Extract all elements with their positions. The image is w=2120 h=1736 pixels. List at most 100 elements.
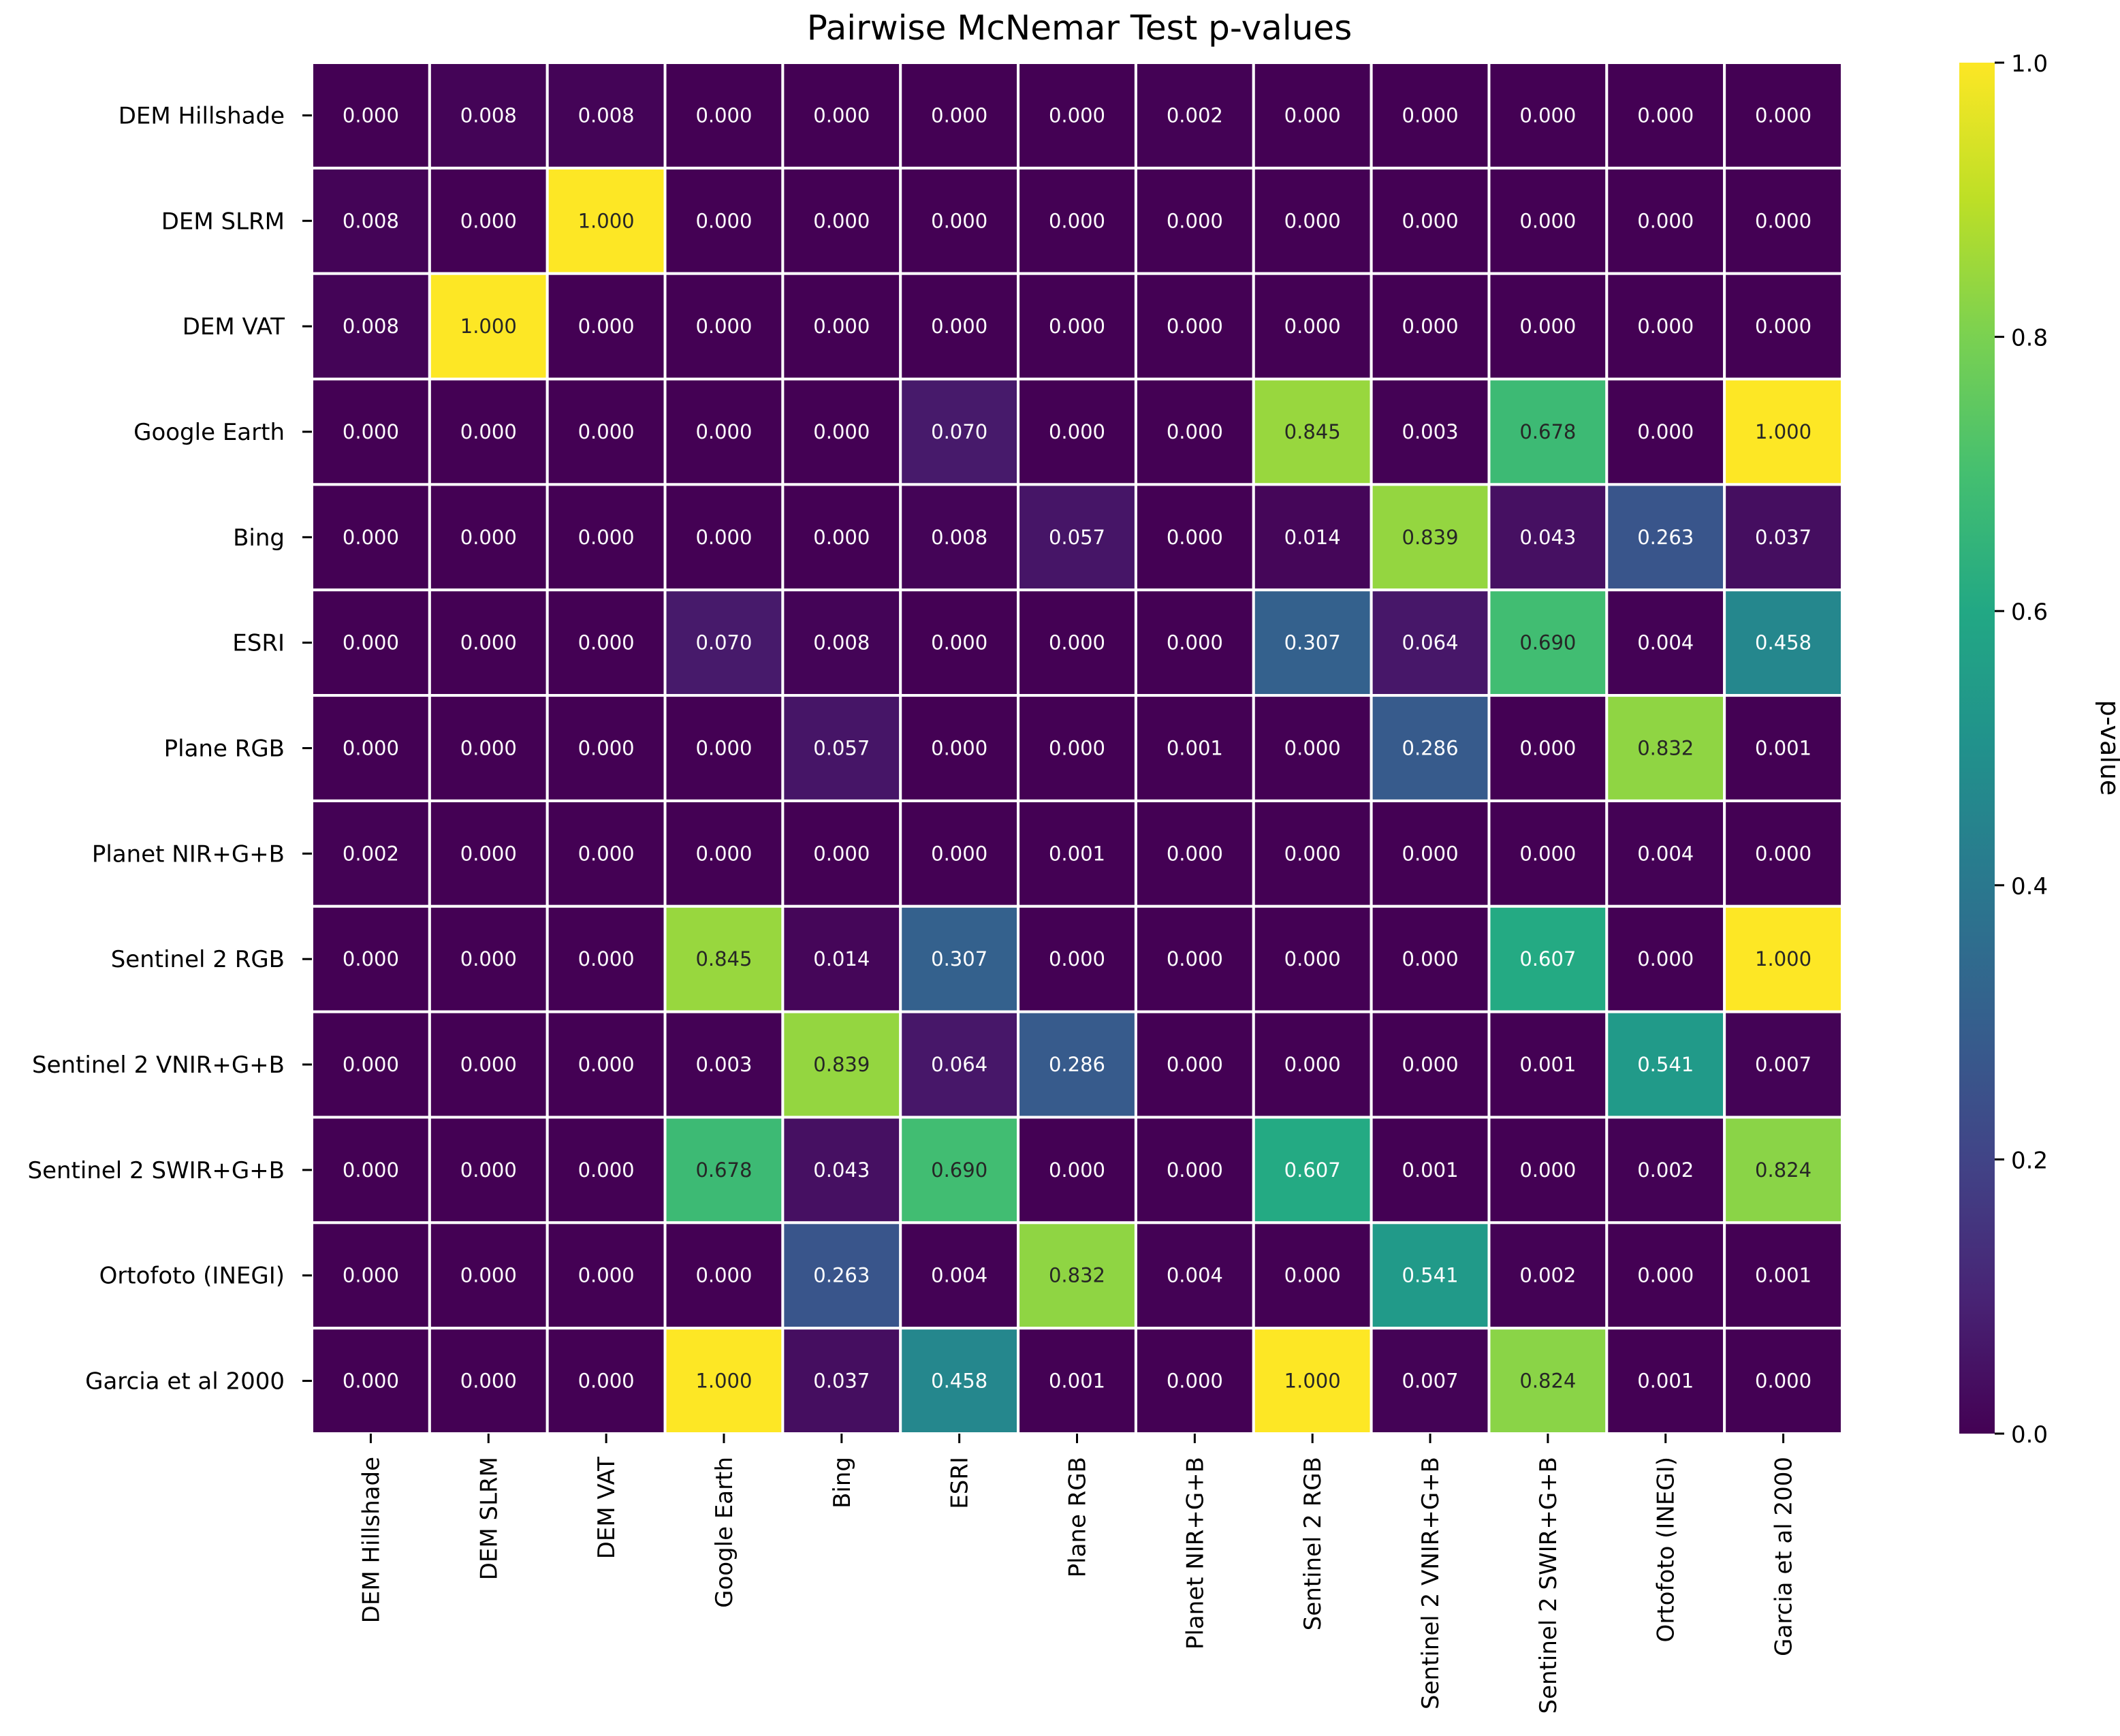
cell-value-label: 0.307 (931, 947, 987, 970)
cell-value-label: 0.008 (343, 315, 399, 338)
cell-value-label: 0.000 (460, 842, 517, 865)
heatmap-cell (781, 166, 902, 275)
heatmap-cell (545, 904, 667, 1013)
cell-value-label: 0.002 (343, 842, 399, 865)
cell-value-label: 0.000 (813, 420, 870, 443)
heatmap-cell (1252, 694, 1373, 802)
cell-value-label: 0.832 (1637, 737, 1694, 760)
heatmap-cell (1605, 61, 1726, 170)
cell-value-label: 0.007 (1402, 1370, 1459, 1393)
cell-value-label: 0.000 (460, 1264, 517, 1287)
heatmap-cell (1605, 1116, 1726, 1225)
cell-value-label: 1.000 (460, 315, 517, 338)
cell-value-label: 0.000 (1167, 947, 1223, 970)
cell-value-label: 1.000 (1755, 947, 1812, 970)
cell-value-label: 0.824 (1755, 1158, 1812, 1182)
heatmap-cell (545, 588, 667, 697)
cell-value-label: 0.000 (813, 209, 870, 232)
cell-value-label: 0.000 (1167, 631, 1223, 654)
heatmap-cell (899, 799, 1020, 908)
x-tick-label: Sentinel 2 SWIR+G+B (1535, 1457, 1562, 1714)
y-tick-label: Plane RGB (164, 736, 285, 763)
cell-value-label: 0.008 (931, 526, 987, 549)
cell-value-label: 0.286 (1049, 1053, 1105, 1076)
cell-value-label: 0.000 (695, 104, 752, 127)
cell-value-label: 0.000 (343, 1158, 399, 1182)
cell-value-label: 0.000 (578, 842, 635, 865)
cell-value-label: 0.000 (1284, 842, 1341, 865)
cell-value-label: 0.000 (1519, 104, 1576, 127)
heatmap-cell (1605, 799, 1726, 908)
heatmap-cell (1723, 483, 1844, 592)
heatmap-cell (899, 694, 1020, 802)
heatmap-cell (1605, 588, 1726, 697)
cell-value-label: 0.000 (813, 104, 870, 127)
heatmap-cell (428, 588, 549, 697)
heatmap-cell (1370, 588, 1491, 697)
y-tick-label: DEM VAT (183, 313, 285, 341)
cell-value-label: 1.000 (1755, 420, 1812, 443)
heatmap-cell (1017, 166, 1137, 275)
heatmap-cell (663, 1327, 785, 1435)
cell-value-label: 0.000 (343, 526, 399, 549)
cell-value-label: 1.000 (1284, 1370, 1341, 1393)
x-tick-label: Plane RGB (1064, 1457, 1092, 1577)
cell-value-label: 0.000 (695, 737, 752, 760)
heatmap-cell (1723, 377, 1844, 486)
colorbar-tick-label: 0.2 (2011, 1147, 2048, 1174)
heatmap-cell (1134, 904, 1255, 1013)
heatmap-cells (311, 61, 1844, 1435)
cell-value-label: 0.000 (1402, 315, 1459, 338)
cell-value-label: 0.000 (460, 631, 517, 654)
cell-value-label: 0.000 (1167, 842, 1223, 865)
cell-value-label: 0.003 (1402, 420, 1459, 443)
cell-value-label: 0.000 (695, 209, 752, 232)
cell-value-label: 0.845 (1284, 420, 1341, 443)
heatmap-cell (311, 166, 431, 275)
cell-value-label: 0.839 (1402, 526, 1459, 549)
colorbar-tick-label: 0.8 (2011, 325, 2048, 352)
heatmap-cell (663, 1221, 785, 1330)
heatmap-cell (1605, 483, 1726, 592)
y-tick-label: Sentinel 2 SWIR+G+B (28, 1157, 285, 1184)
cell-value-label: 0.000 (1049, 315, 1105, 338)
y-tick-label: Sentinel 2 VNIR+G+B (32, 1052, 285, 1079)
cell-value-label: 0.000 (1637, 209, 1694, 232)
cell-value-label: 0.000 (578, 631, 635, 654)
heatmap-cell (1134, 799, 1255, 908)
chart-title: Pairwise McNemar Test p-values (807, 8, 1352, 48)
heatmap-cell (899, 904, 1020, 1013)
cell-value-label: 0.000 (460, 526, 517, 549)
cell-value-label: 0.004 (1637, 842, 1694, 865)
cell-value-label: 0.000 (1637, 947, 1694, 970)
y-tick-label: Bing (233, 524, 285, 552)
heatmap-cell (1370, 694, 1491, 802)
heatmap-cell-labels: 0.000 0.008 0.008 0.000 0.000 0.000 0.000 0.002… (343, 104, 1812, 1392)
heatmap-cell (899, 1010, 1020, 1119)
heatmap-cell (1723, 1116, 1844, 1225)
cell-value-label: 0.263 (1637, 526, 1694, 549)
heatmap-cell (1370, 1010, 1491, 1119)
cell-value-label: 0.000 (1284, 1264, 1341, 1287)
cell-value-label: 0.000 (1519, 1158, 1576, 1182)
heatmap-cell (1487, 1010, 1609, 1119)
cell-value-label: 0.064 (1402, 631, 1459, 654)
cell-value-label: 0.000 (1167, 1053, 1223, 1076)
cell-value-label: 0.000 (460, 1053, 517, 1076)
cell-value-label: 0.000 (578, 1370, 635, 1393)
cell-value-label: 0.000 (695, 1264, 752, 1287)
heatmap-cell (1487, 694, 1609, 802)
cell-value-label: 0.000 (931, 631, 987, 654)
cell-value-label: 0.845 (695, 947, 752, 970)
heatmap-cell (1370, 166, 1491, 275)
y-tick-label: Planet NIR+G+B (92, 840, 285, 868)
heatmap-cell (781, 1221, 902, 1330)
cell-value-label: 0.000 (695, 842, 752, 865)
heatmap-cell (663, 694, 785, 802)
heatmap-cell (1723, 799, 1844, 908)
cell-value-label: 0.000 (1049, 420, 1105, 443)
x-tick-label: ESRI (947, 1457, 974, 1509)
cell-value-label: 0.000 (695, 420, 752, 443)
heatmap-cell (663, 904, 785, 1013)
heatmap-cell (311, 1010, 431, 1119)
